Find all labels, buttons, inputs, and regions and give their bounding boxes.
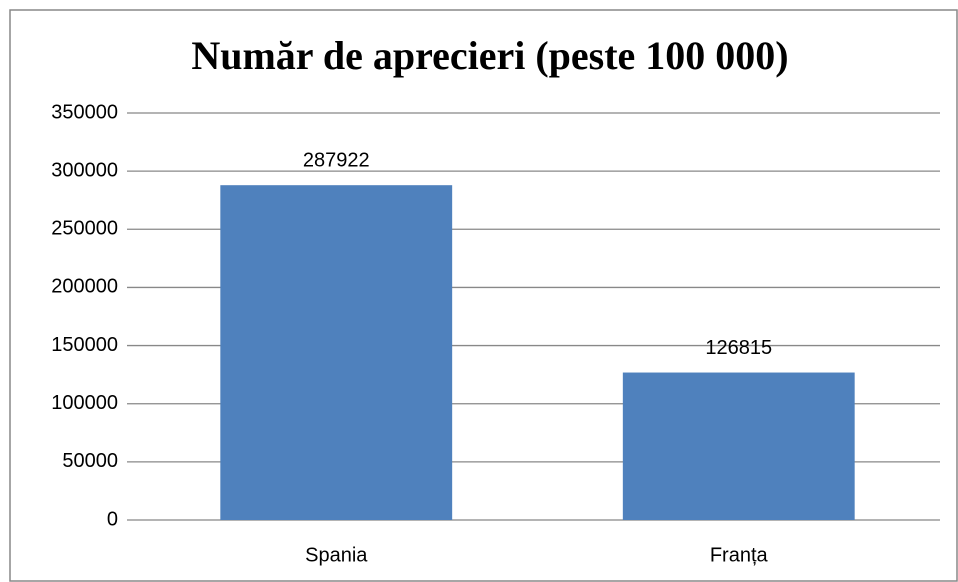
x-tick-label: Spania (305, 544, 368, 566)
x-tick-label: Franța (710, 544, 769, 566)
bar (220, 185, 453, 520)
y-tick-label: 250000 (51, 218, 118, 240)
data-label: 287922 (303, 149, 370, 171)
y-tick-label: 200000 (51, 276, 118, 298)
chart-title: Număr de aprecieri (peste 100 000) (191, 33, 788, 78)
y-tick-label: 50000 (62, 450, 118, 472)
y-tick-label: 150000 (51, 334, 118, 356)
y-tick-label: 300000 (51, 159, 118, 181)
data-label: 126815 (705, 337, 772, 359)
y-tick-label: 350000 (51, 101, 118, 123)
y-tick-label: 100000 (51, 392, 118, 414)
y-tick-label: 0 (107, 508, 118, 530)
bar (622, 372, 855, 520)
